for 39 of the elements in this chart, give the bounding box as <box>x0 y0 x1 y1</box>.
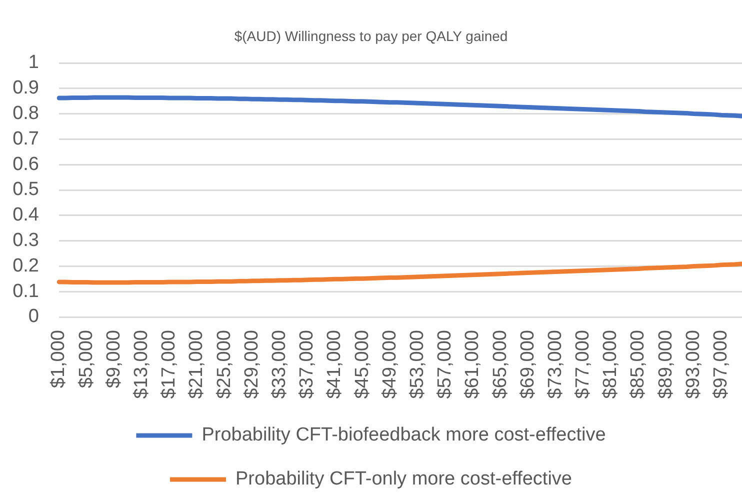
x-tick-label: $41,000 <box>324 330 346 399</box>
y-tick-label: 0.8 <box>12 103 39 124</box>
x-tick-label: $77,000 <box>572 330 594 399</box>
x-tick-label: $73,000 <box>544 330 566 399</box>
y-tick-label: 0.5 <box>12 179 39 200</box>
y-tick-label: 1 <box>28 52 39 74</box>
y-tick-label: 0.7 <box>12 128 39 150</box>
x-tick-label: $85,000 <box>628 330 649 399</box>
x-tick-label: $61,000 <box>462 330 484 399</box>
x-tick-label: $13,000 <box>131 330 152 399</box>
x-tick-label: $89,000 <box>655 330 676 399</box>
x-tick-label: $45,000 <box>352 330 373 399</box>
x-tick-label: $21,000 <box>186 330 208 399</box>
legend-label: Probability CFT-biofeedback more cost-effective <box>202 424 606 446</box>
x-tick-label: $97,000 <box>710 330 732 399</box>
x-tick-label: $37,000 <box>296 330 318 399</box>
x-tick-label: $1,000 <box>48 330 70 388</box>
legend-label: Probability CFT-only more cost-effective <box>236 468 572 490</box>
y-tick-label: 0.3 <box>12 230 39 252</box>
y-tick-label: 0.2 <box>12 255 39 276</box>
x-tick-label: $53,000 <box>406 330 428 399</box>
x-tick-label: $9,000 <box>103 330 124 388</box>
y-tick-label: 0 <box>28 306 39 328</box>
x-tick-label: $93,000 <box>682 330 704 399</box>
x-tick-label: $33,000 <box>269 330 290 399</box>
y-tick-label: 0.4 <box>12 204 40 226</box>
y-tick-label: 0.6 <box>12 154 39 175</box>
x-tick-label: $25,000 <box>214 330 235 399</box>
y-tick-label: 0.9 <box>12 78 39 99</box>
y-tick-label: 0.1 <box>12 280 39 302</box>
x-tick-label: $49,000 <box>379 330 400 399</box>
x-tick-label: $57,000 <box>434 330 456 399</box>
x-tick-label: $29,000 <box>241 330 262 399</box>
x-tick-label: $17,000 <box>158 330 180 399</box>
chart-title: $(AUD) Willingness to pay per QALY gained <box>234 28 508 44</box>
x-tick-label: $81,000 <box>600 330 622 399</box>
x-tick-label: $5,000 <box>76 330 97 388</box>
x-tick-label: $65,000 <box>490 330 511 399</box>
x-tick-label: $69,000 <box>517 330 538 399</box>
